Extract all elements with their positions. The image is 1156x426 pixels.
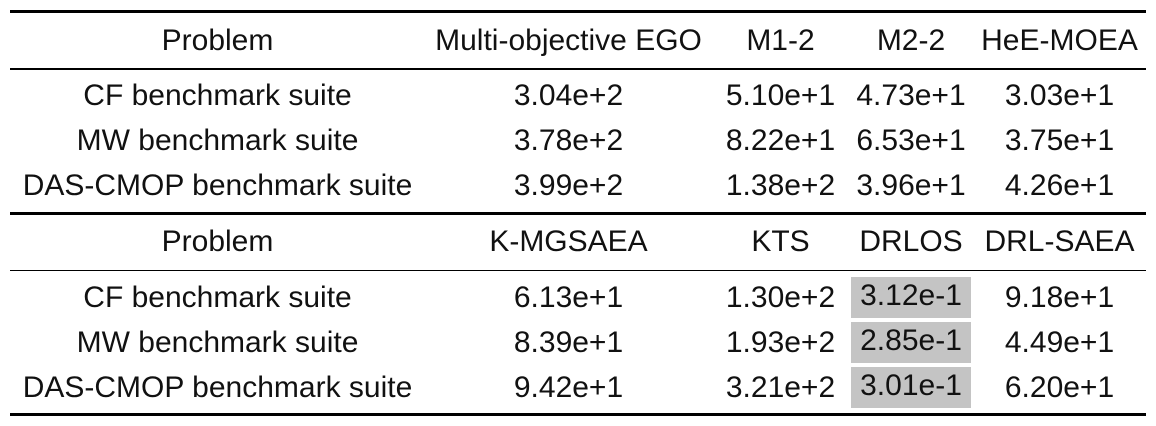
value-cell: 1.93e+2 (725, 325, 836, 359)
value-cell: 1.30e+2 (725, 280, 836, 314)
header-cell-hee-moea: HeE-MOEA (981, 23, 1138, 57)
table-top-rule (10, 10, 1146, 13)
benchmark-results-table: Problem Multi-objective EGO M1-2 M2-2 He… (10, 10, 1146, 416)
header-cell-multi-objective-ego: Multi-objective EGO (435, 23, 702, 57)
value-cell: 3.21e+2 (725, 370, 836, 404)
value-cell: 8.22e+1 (725, 124, 836, 157)
row-label: MW benchmark suite (76, 325, 359, 359)
value-cell: 5.10e+1 (725, 79, 836, 112)
value-cell: 3.78e+2 (513, 124, 624, 157)
row-label: CF benchmark suite (83, 280, 352, 314)
section1-header-row: Problem Multi-objective EGO M1-2 M2-2 He… (10, 13, 1146, 68)
table-row: CF benchmark suite 3.04e+2 5.10e+1 4.73e… (10, 74, 1146, 119)
value-cell: 8.39e+1 (513, 325, 624, 359)
table-middle-rule (10, 211, 1146, 215)
row-label: CF benchmark suite (83, 79, 352, 112)
row-label: DAS-CMOP benchmark suite (22, 169, 413, 202)
value-cell: 6.13e+1 (513, 280, 624, 314)
header-cell-drl-saea: DRL-SAEA (984, 225, 1135, 258)
value-cell-highlighted: 3.01e-1 (849, 367, 973, 408)
row-label: DAS-CMOP benchmark suite (22, 370, 413, 404)
value-cell: 3.75e+1 (1004, 124, 1115, 157)
value-cell: 4.26e+1 (1004, 169, 1115, 202)
table-bottom-rule (10, 413, 1146, 416)
table-row: DAS-CMOP benchmark suite 9.42e+1 3.21e+2… (10, 365, 1146, 410)
header-cell-drlos: DRLOS (859, 225, 963, 258)
value-cell: 3.03e+1 (1004, 79, 1115, 112)
value-cell: 6.20e+1 (1004, 370, 1115, 404)
table-row: MW benchmark suite 8.39e+1 1.93e+2 2.85e… (10, 320, 1146, 365)
value-cell: 4.73e+1 (856, 79, 966, 112)
section2-header-rule (10, 269, 1146, 271)
highlight-box: 2.85e-1 (851, 322, 971, 363)
section1-body: CF benchmark suite 3.04e+2 5.10e+1 4.73e… (10, 70, 1146, 212)
section1-header-rule (10, 68, 1146, 70)
value-cell: 6.53e+1 (856, 124, 966, 157)
value-cell: 3.04e+2 (513, 79, 624, 112)
value-cell: 1.38e+2 (725, 169, 836, 202)
header-cell-problem: Problem (161, 23, 274, 57)
header-cell-m1-2: M1-2 (746, 23, 815, 57)
table-row: DAS-CMOP benchmark suite 3.99e+2 1.38e+2… (10, 164, 1146, 209)
section2-body: CF benchmark suite 6.13e+1 1.30e+2 3.12e… (10, 271, 1146, 413)
header-cell-kts: KTS (751, 225, 810, 258)
value-cell-highlighted: 3.12e-1 (849, 277, 973, 318)
highlight-box: 3.01e-1 (851, 367, 971, 408)
header-cell-problem: Problem (161, 225, 274, 258)
row-label: MW benchmark suite (76, 124, 359, 157)
value-cell: 9.18e+1 (1004, 280, 1115, 314)
value-cell-highlighted: 2.85e-1 (849, 322, 973, 363)
value-cell: 9.42e+1 (513, 370, 624, 404)
value-cell: 3.99e+2 (513, 169, 624, 202)
header-cell-m2-2: M2-2 (876, 23, 946, 57)
value-cell: 4.49e+1 (1004, 325, 1115, 359)
table-row: CF benchmark suite 6.13e+1 1.30e+2 3.12e… (10, 275, 1146, 320)
highlight-box: 3.12e-1 (851, 277, 971, 318)
header-cell-k-mgsaea: K-MGSAEA (489, 225, 648, 258)
table-row: MW benchmark suite 3.78e+2 8.22e+1 6.53e… (10, 119, 1146, 164)
value-cell: 3.96e+1 (856, 169, 966, 202)
section2-header-row: Problem K-MGSAEA KTS DRLOS DRL-SAEA (10, 215, 1146, 270)
